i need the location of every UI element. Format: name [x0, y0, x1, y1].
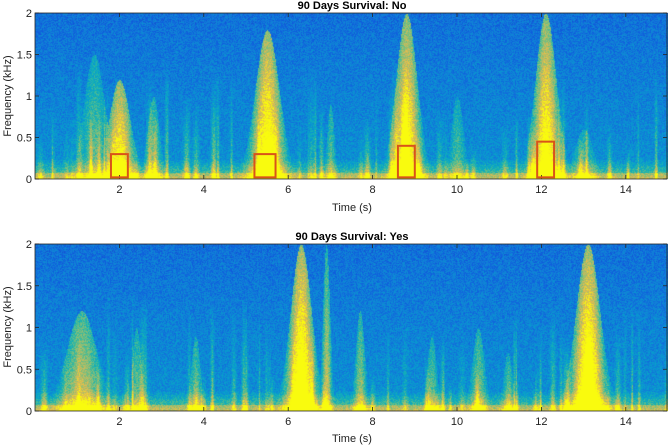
x-tick-label: 8	[370, 416, 376, 428]
x-tick-label: 10	[451, 184, 463, 196]
y-tick-label: 1.5	[17, 281, 32, 293]
y-axis-label: Frequency (kHz)	[2, 286, 14, 367]
x-tick-label: 4	[201, 416, 207, 428]
chart-title: 90 Days Survival: Yes	[296, 231, 409, 243]
x-axis-label: Time (s)	[332, 433, 372, 445]
x-tick-label: 4	[201, 184, 207, 196]
spectrogram-panel-survival-no: 90 Days Survival: No 2 4 6 8 10 12 1400.511.52…	[2, 0, 668, 214]
plot-axes: 2 4 6 8 10 12 14 0 0.5 1 1.5 2	[17, 239, 668, 428]
y-tick-label: 0.5	[17, 364, 32, 376]
y-tick-label: 2	[26, 8, 32, 20]
x-tick-label: 2	[116, 416, 122, 428]
y-tick-label: 0	[26, 174, 32, 186]
spectrogram-image	[35, 244, 668, 411]
x-tick-label: 6	[285, 184, 291, 196]
plot-axes: 2 4 6 8 10 12 14 0 0.5 1 1.5 2	[17, 8, 668, 196]
x-tick-label: 12	[535, 184, 547, 196]
y-tick-label: 0.5	[17, 133, 32, 145]
y-tick-label: 1	[26, 323, 32, 335]
y-axis-label: Frequency (kHz)	[2, 55, 14, 136]
highlight-box	[253, 153, 277, 179]
highlight-box	[536, 140, 556, 179]
spectrogram-image	[35, 13, 668, 179]
x-axis-label: Time (s)	[332, 202, 372, 214]
spectrogram-panel-survival-yes: 90 Days Survival: Yes 2 4 6 8 10 12 14 0 0.5 1 1.5…	[2, 231, 668, 445]
highlight-box	[396, 144, 416, 179]
x-tick-label: 12	[535, 416, 547, 428]
highlight-box	[109, 153, 129, 179]
y-tick-label: 1	[26, 91, 32, 103]
x-tick-label: 14	[620, 184, 632, 196]
y-tick-label: 2	[26, 239, 32, 251]
chart-title: 90 Days Survival: No	[298, 0, 407, 12]
x-tick-label: 2	[116, 184, 122, 196]
x-tick-label: 14	[620, 416, 632, 428]
y-tick-label: 0	[26, 406, 32, 418]
y-tick-label: 1.5	[17, 50, 32, 62]
x-tick-label: 10	[451, 416, 463, 428]
x-tick-label: 8	[370, 184, 376, 196]
x-tick-label: 6	[285, 416, 291, 428]
